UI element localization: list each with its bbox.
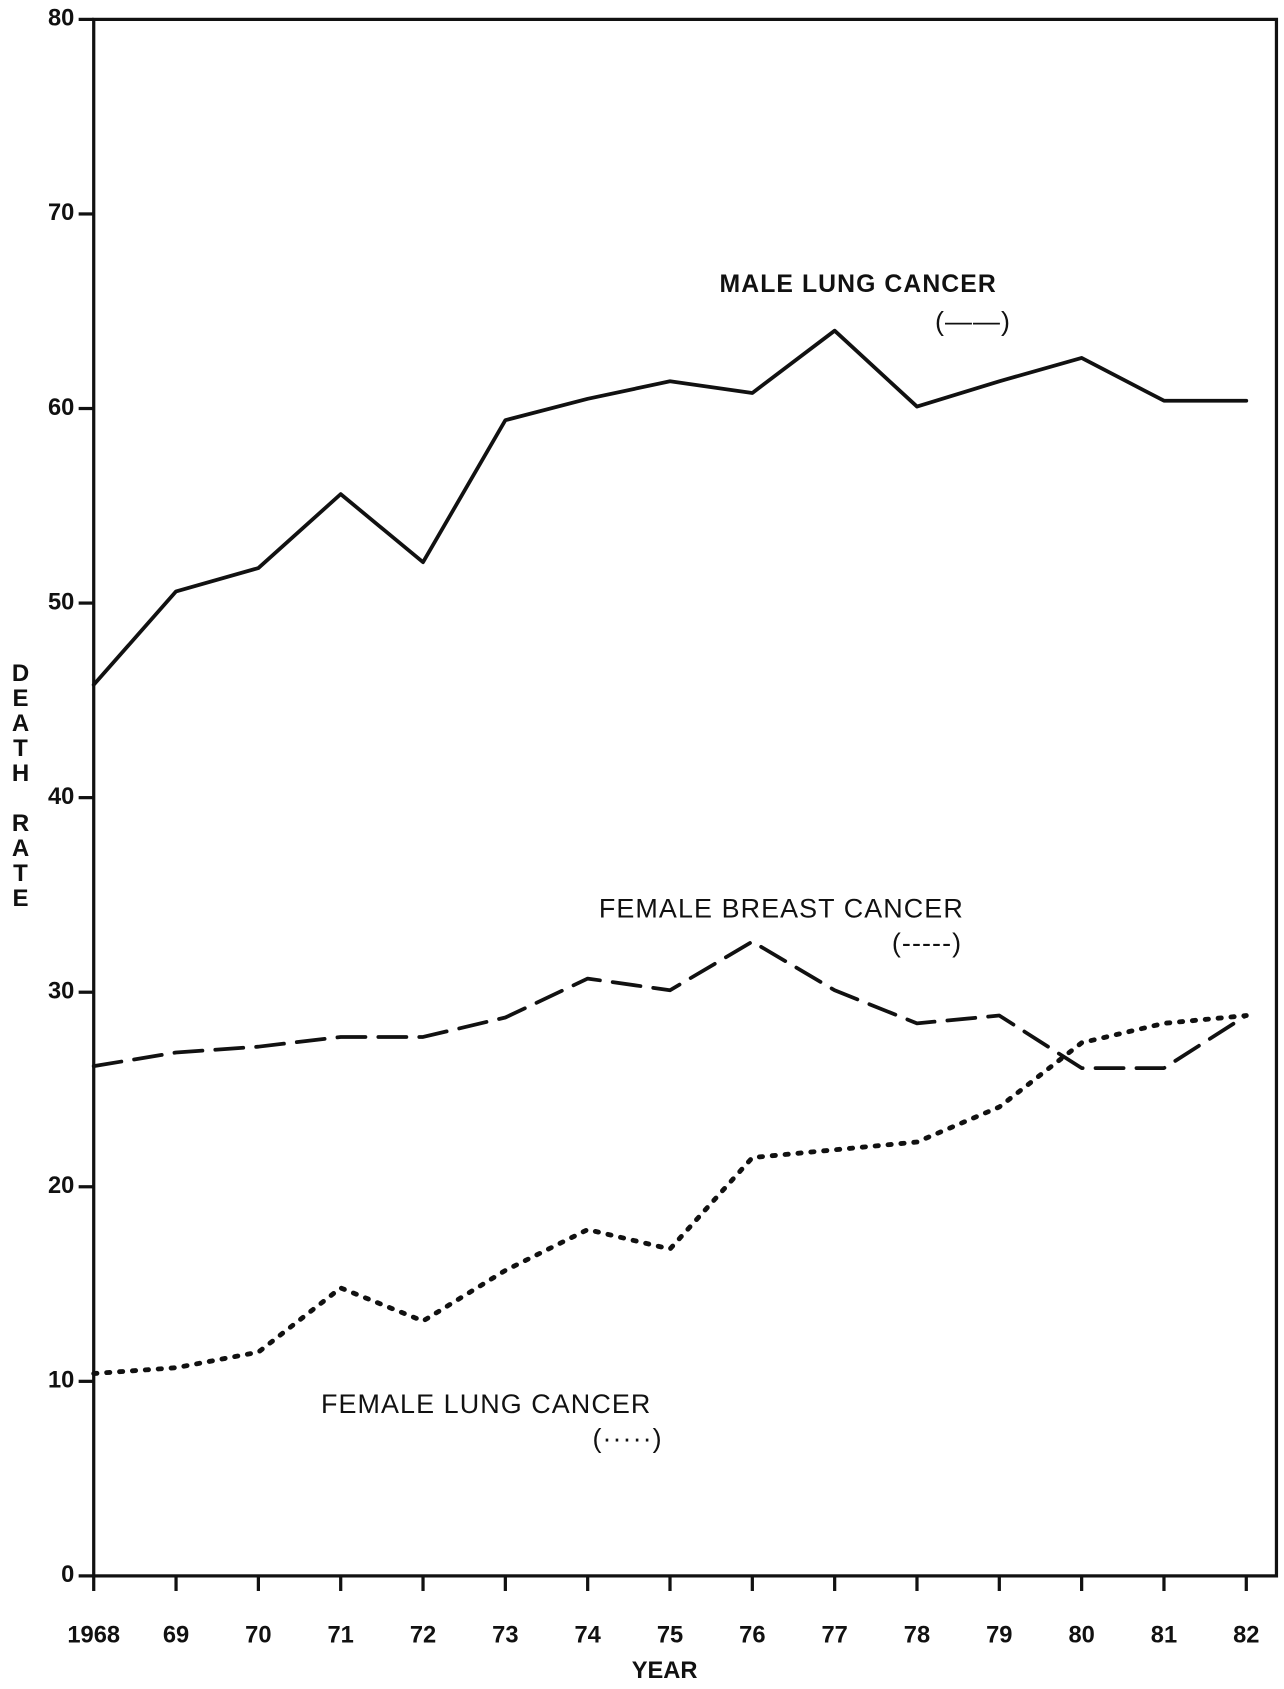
- y-tick-label: 80: [48, 6, 74, 32]
- series-key: (——): [935, 306, 1011, 336]
- x-tick-label: 73: [492, 1622, 518, 1648]
- y-axis-label: DEATH RATE: [7, 660, 34, 910]
- y-tick-label: 20: [48, 1173, 74, 1199]
- series-key: (·····): [592, 1423, 662, 1453]
- x-tick-label: 77: [821, 1622, 847, 1648]
- y-tick-label: 40: [48, 784, 74, 810]
- x-tick-label: 78: [904, 1622, 930, 1648]
- series-key: (-----): [892, 928, 962, 958]
- x-tick-label: 82: [1233, 1622, 1259, 1648]
- y-tick-label: 60: [48, 395, 74, 421]
- x-tick-label: 76: [739, 1622, 765, 1648]
- series-label: FEMALE LUNG CANCER: [321, 1389, 651, 1419]
- x-tick-label: 79: [986, 1622, 1012, 1648]
- series-line: [91, 939, 1249, 1070]
- series-line: [91, 328, 1249, 687]
- x-axis-label: YEAR: [632, 1658, 698, 1684]
- y-tick-label: 0: [61, 1562, 74, 1588]
- series-label: MALE LUNG CANCER: [720, 271, 997, 298]
- x-tick-label: 75: [657, 1622, 683, 1648]
- x-tick-label: 72: [410, 1622, 436, 1648]
- y-tick-label: 50: [48, 589, 74, 615]
- x-tick-label: 81: [1151, 1622, 1177, 1648]
- series-label: FEMALE BREAST CANCER: [599, 893, 964, 923]
- y-tick-label: 10: [48, 1368, 74, 1394]
- y-tick-label: 30: [48, 978, 74, 1004]
- x-tick-label: 1968: [67, 1622, 120, 1648]
- x-tick-label: 70: [245, 1622, 271, 1648]
- x-tick-label: 69: [163, 1622, 189, 1648]
- x-tick-label: 74: [575, 1622, 602, 1648]
- series-line: [91, 1013, 1249, 1376]
- x-tick-label: 71: [328, 1622, 354, 1648]
- y-tick-label: 70: [48, 200, 74, 226]
- x-tick-label: 80: [1068, 1622, 1094, 1648]
